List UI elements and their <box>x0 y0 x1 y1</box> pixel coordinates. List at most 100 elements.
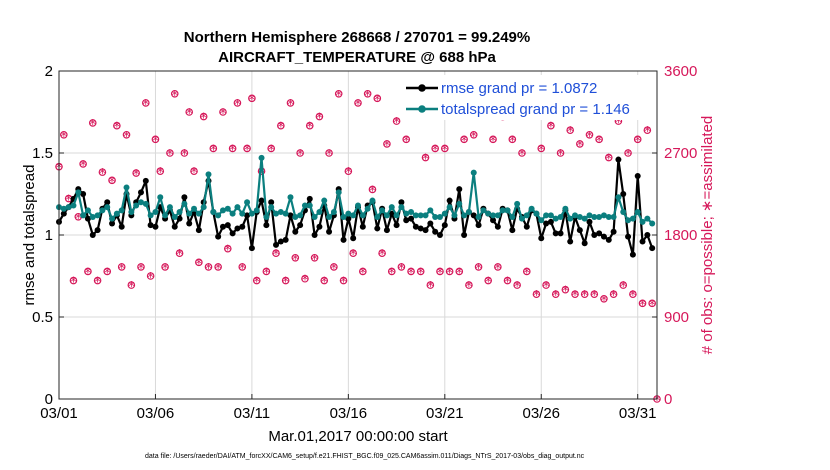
totalspread-point <box>99 207 106 214</box>
obs-possible-marker <box>291 253 300 262</box>
rmse-point <box>345 215 352 222</box>
rmse-point <box>634 172 641 179</box>
rmse-point <box>137 189 144 196</box>
totalspread-point <box>80 212 87 219</box>
rmse-point <box>359 223 366 230</box>
rmse-point <box>494 223 501 230</box>
obs-possible-marker <box>103 267 112 276</box>
obs-assimilated-marker: * <box>128 280 135 295</box>
totalspread-point <box>147 212 154 219</box>
totalspread-point <box>104 204 111 211</box>
obs-assimilated-marker: * <box>99 167 106 182</box>
y-axis-right-ticks: 0 900 1800 2700 3600 <box>652 63 697 408</box>
totalspread-point <box>364 205 371 212</box>
obs-possible-marker <box>301 274 309 283</box>
obs-assimilated-marker: * <box>654 394 661 409</box>
obs-possible-marker <box>252 276 261 285</box>
obs-possible-marker <box>445 267 454 276</box>
totalspread-point <box>268 204 275 211</box>
obs-possible-marker <box>60 130 68 139</box>
totalspread-point <box>509 213 516 220</box>
totalspread-point <box>572 212 579 219</box>
obs-assimilated-marker: * <box>225 244 232 259</box>
obs-possible-marker <box>151 135 160 144</box>
rmse-point <box>224 222 231 229</box>
obs-assimilated-marker: * <box>61 130 68 145</box>
obs-assimilated-marker: * <box>114 121 121 136</box>
y-right-tick-label: 1800 <box>664 227 697 244</box>
totalspread-point <box>277 209 284 216</box>
obs-possible-marker <box>383 140 391 148</box>
rmse-point <box>340 236 347 243</box>
obs-assimilated-marker: * <box>398 262 405 277</box>
totalspread-point <box>234 204 241 211</box>
totalspread-point <box>417 212 424 219</box>
rmse-point <box>297 222 304 229</box>
rmse-point <box>461 232 468 238</box>
rmse-point <box>422 227 429 234</box>
obs-possible-marker <box>416 267 425 276</box>
obs-assimilated-marker: * <box>495 262 502 277</box>
obs-possible-marker <box>556 149 565 157</box>
totalspread-point <box>205 171 212 178</box>
obs-possible-marker <box>344 167 353 176</box>
rmse-point <box>118 223 125 230</box>
obs-possible-marker <box>69 276 78 285</box>
totalspread-point <box>84 207 91 214</box>
rmse-point <box>176 215 183 222</box>
totalspread-point <box>586 212 593 219</box>
totalspread-point <box>137 199 144 206</box>
obs-possible-marker <box>455 267 464 276</box>
totalspread-point <box>514 200 521 207</box>
obs-assimilated-marker: * <box>644 125 651 140</box>
totalspread-point <box>408 209 415 216</box>
rmse-point <box>475 222 482 229</box>
obs-assimilated-marker: * <box>282 276 289 291</box>
obs-assimilated-marker: * <box>138 262 145 277</box>
obs-assimilated-marker: * <box>191 166 198 181</box>
legend-totalspread-marker <box>418 105 426 113</box>
obs-possible-marker <box>349 249 357 258</box>
totalspread-point <box>528 205 535 212</box>
legend-rmse-marker <box>418 84 426 92</box>
obs-possible-marker <box>214 263 222 271</box>
obs-possible-marker <box>113 121 121 130</box>
obs-assimilated-marker: * <box>591 289 598 304</box>
obs-possible-marker <box>166 149 174 157</box>
rmse-point <box>456 186 463 193</box>
totalspread-point <box>70 202 77 209</box>
obs-assimilated-marker: * <box>80 159 87 174</box>
totalspread-point <box>335 189 342 196</box>
obs-assimilated-marker: * <box>615 116 622 131</box>
totalspread-point <box>176 209 183 216</box>
obs-assimilated-marker: * <box>181 148 188 163</box>
y-left-tick-label: 1.5 <box>32 145 53 162</box>
totalspread-point <box>152 209 159 216</box>
obs-possible-marker <box>441 144 449 153</box>
obs-assimilated-marker: * <box>552 289 559 304</box>
obs-assimilated-marker: * <box>292 253 299 268</box>
totalspread-point <box>330 209 337 216</box>
obs-assimilated-marker: * <box>133 168 140 183</box>
rmse-point <box>234 225 241 232</box>
rmse-point <box>605 236 612 243</box>
obs-assimilated-marker: * <box>649 298 656 313</box>
obs-possible-marker <box>334 89 343 98</box>
obs-assimilated-marker: * <box>171 89 178 104</box>
data-file-footer: data file: /Users/raeder/DAI/ATM_forcXX/… <box>145 453 585 460</box>
totalspread-point <box>600 212 607 219</box>
totalspread-point <box>263 213 270 220</box>
totalspread-point <box>253 207 260 214</box>
totalspread-point <box>441 210 448 217</box>
obs-assimilated-marker: * <box>437 266 444 281</box>
totalspread-point <box>292 213 299 220</box>
obs-possible-marker <box>387 267 396 276</box>
rmse-point <box>567 238 574 245</box>
obs-assimilated-marker: * <box>630 289 637 304</box>
obs-possible-marker <box>522 267 531 276</box>
obs-assimilated-marker: * <box>331 262 338 277</box>
obs-possible-marker <box>542 281 550 289</box>
obs-assimilated-marker: * <box>442 143 449 158</box>
obs-assimilated-marker: * <box>639 298 646 313</box>
